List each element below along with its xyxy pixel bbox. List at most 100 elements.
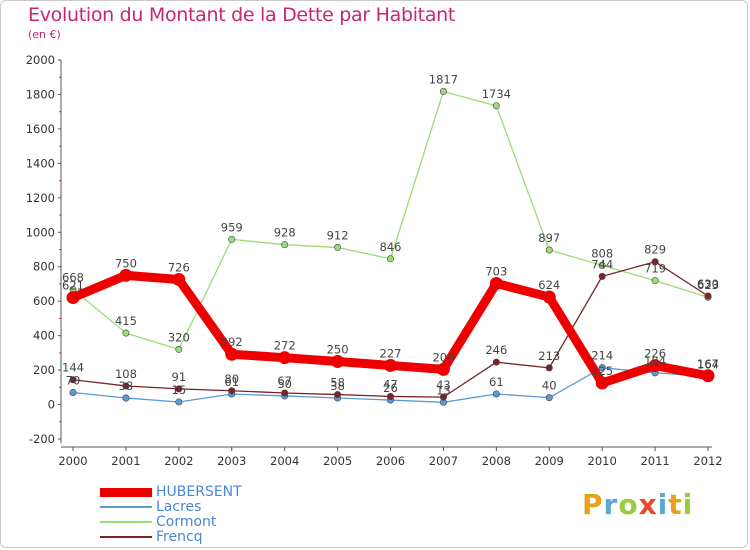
data-point [334,391,342,399]
data-point [175,345,183,353]
legend-swatch [100,536,152,538]
data-point [492,102,500,110]
data-label: 320 [168,330,190,344]
data-point [651,277,659,285]
legend-item-lacres: Lacres [100,500,300,515]
data-label: 167 [697,357,719,371]
legend-label: Lacres [156,499,202,515]
data-label: 38 [119,379,134,393]
x-tick-label: 2012 [693,454,722,468]
x-tick-label: 2004 [270,454,299,468]
data-label: 80 [224,372,239,386]
legend-item-hubersent: HUBERSENT [100,485,300,500]
y-tick-label: 1800 [26,87,55,101]
data-label: 846 [380,240,402,254]
data-point [545,394,553,402]
data-point [384,358,397,372]
data-label: 226 [644,347,666,361]
data-point [598,261,606,269]
x-tick-label: 2009 [535,454,564,468]
x-tick-label: 2002 [164,454,193,468]
data-label: 415 [115,314,137,328]
data-point [66,291,80,305]
data-label: 227 [380,346,402,360]
data-point [492,390,500,398]
x-tick-label: 2007 [429,454,458,468]
data-label: 184 [644,354,666,368]
data-point [172,272,186,286]
data-point [598,272,606,280]
data-point [489,276,503,290]
data-label: 164 [697,357,719,371]
logo-letter: i [682,488,694,521]
data-label: 829 [644,243,666,257]
data-label: 40 [542,379,557,393]
data-label: 912 [327,228,349,242]
data-label: 204 [432,350,454,364]
data-label: 1734 [482,87,511,101]
y-tick-label: 1400 [26,156,55,170]
y-tick-label: 400 [33,329,55,343]
data-point [704,292,712,300]
legend-swatch [100,487,152,497]
data-label: 250 [327,342,349,356]
legend-item-frencq: Frencq [100,530,300,545]
x-tick-label: 2000 [58,454,87,468]
data-label: 58 [330,376,345,390]
data-point [175,385,183,393]
data-point [225,347,239,361]
data-label: 897 [538,231,560,245]
chart-subtitle: (en €) [28,28,61,41]
data-label: 744 [591,257,613,271]
data-label: 15 [172,383,187,397]
x-tick-label: 2001 [111,454,140,468]
data-point [119,268,133,282]
data-label: 272 [274,339,296,353]
data-label: 61 [224,375,239,389]
data-label: 125 [591,364,613,378]
data-point [545,246,553,254]
data-point [122,382,130,390]
x-tick-label: 2005 [323,454,352,468]
y-tick-label: 1200 [26,191,55,205]
data-label: 26 [383,381,398,395]
data-point [331,354,345,368]
data-label: 144 [62,361,84,375]
y-tick-label: 600 [33,294,55,308]
data-point [281,241,289,249]
data-label: 750 [115,256,137,270]
data-label: 246 [485,343,507,357]
data-label: 214 [591,349,613,363]
y-tick-label: 200 [33,363,55,377]
data-label: 630 [697,277,719,291]
data-label: 292 [221,335,243,349]
data-point [228,387,236,395]
data-point [228,235,236,243]
data-label: 703 [485,264,507,278]
y-tick-label: 0 [48,398,55,412]
chart-title: Evolution du Montant de la Dette par Hab… [28,4,456,26]
data-label: 1817 [429,73,458,87]
data-point [595,376,609,390]
data-label: 13 [436,383,451,397]
y-tick-label: 2000 [26,53,55,67]
data-point [648,359,662,373]
data-point [598,364,606,372]
data-label: 61 [489,375,504,389]
legend-swatch [100,521,152,523]
data-point [436,362,450,376]
y-tick-label: 1600 [26,122,55,136]
data-point [278,351,292,365]
data-point [334,243,342,251]
data-point [69,376,77,384]
data-point [701,369,715,383]
y-tick-label: 1000 [26,225,55,239]
x-tick-label: 2010 [588,454,617,468]
x-tick-label: 2008 [482,454,511,468]
x-tick-label: 2003 [217,454,246,468]
data-label: 38 [330,379,345,393]
data-point [439,393,447,401]
y-tick-label: 800 [33,260,55,274]
data-label: 91 [172,370,187,384]
data-label: 70 [66,373,81,387]
